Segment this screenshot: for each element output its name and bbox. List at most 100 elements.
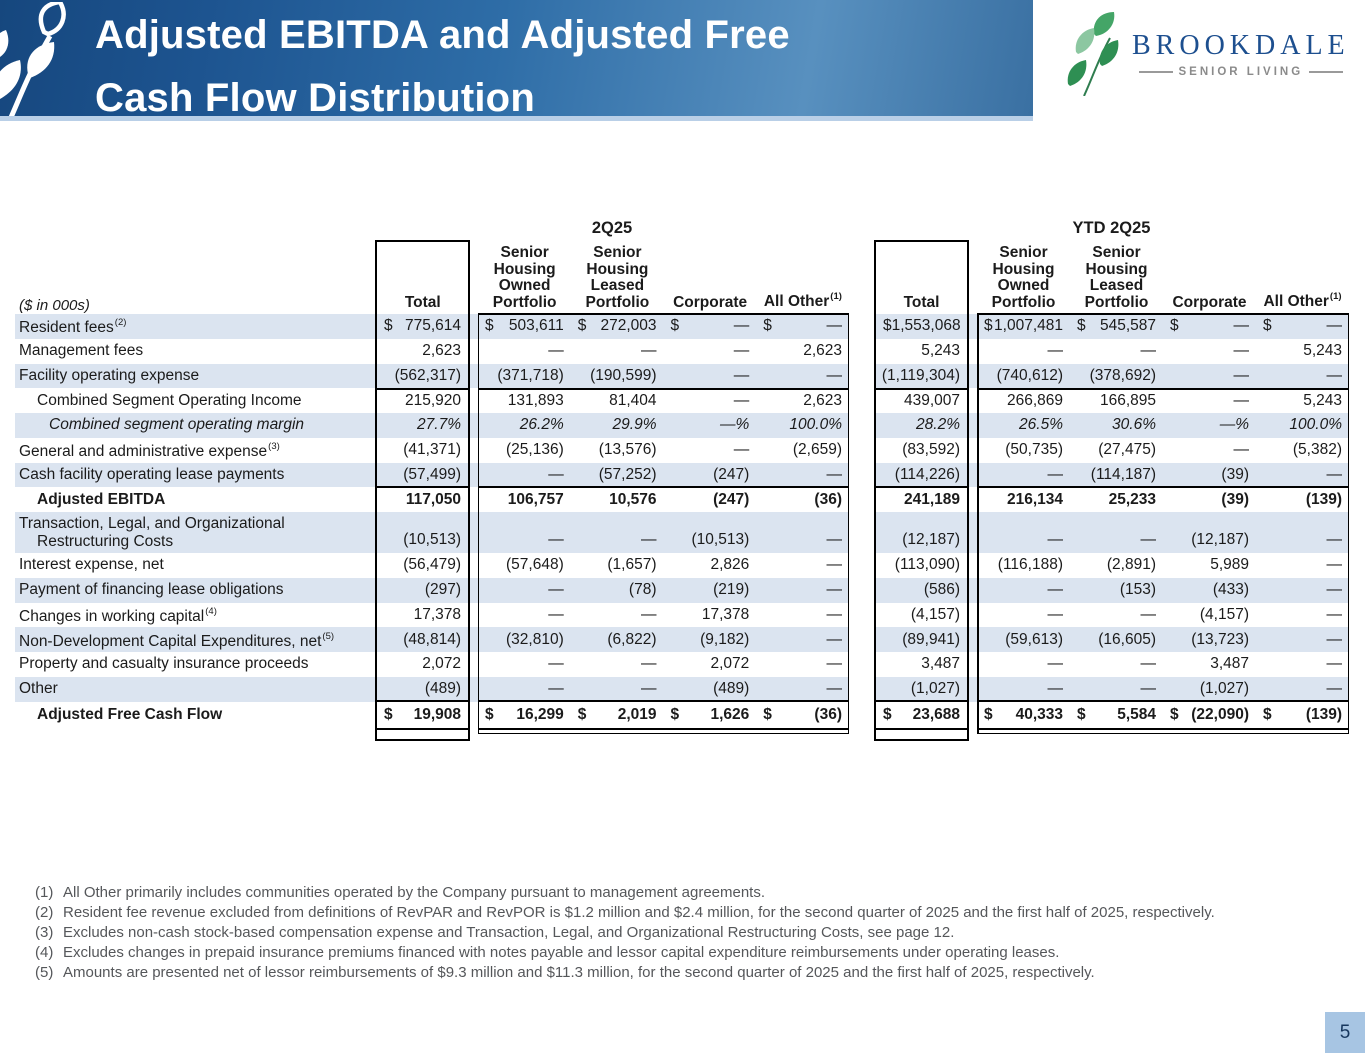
table-cell: 2,072 — [422, 655, 461, 673]
row-segment-ytd: $1,553,068 $1,007,481 $545,587 $ — $ — — [874, 314, 1349, 339]
spacer — [849, 578, 874, 603]
brookdale-logo: BROOKDALE SENIOR LIVING — [1066, 12, 1350, 96]
table-cell: (489) — [424, 680, 461, 698]
table-cell: 28.2% — [916, 416, 960, 434]
table-cell: 3,487 — [1210, 655, 1249, 673]
table-cell: 439,007 — [903, 391, 960, 409]
spacer — [849, 438, 874, 463]
row-segment-2q25: Changes in working capital(4) 17,378 — — 17,… — [15, 603, 849, 628]
footnotes: (1) All Other primarily includes communit… — [35, 883, 1345, 983]
table-cell: (83,592) — [902, 441, 960, 459]
table-cell: — — [1140, 680, 1157, 698]
table-cell: (2,659) — [792, 441, 842, 459]
table-rule — [377, 699, 468, 702]
table-cell: — — [826, 556, 843, 574]
footnote-number: (3) — [35, 924, 54, 941]
spacer — [969, 413, 977, 438]
table-cell: (10,513) — [403, 531, 461, 548]
page-title-line2: Cash Flow Distribution — [95, 76, 535, 120]
row-segment-2q25: Transaction, Legal, and Organizational Re… — [15, 512, 849, 553]
table-row: Cash facility operating lease payments (5… — [15, 462, 1349, 488]
table-rule — [876, 388, 967, 390]
table-cell: $2,019 — [577, 705, 657, 723]
table-cell: 30.6% — [1112, 416, 1156, 434]
table-cell: (39) — [1221, 465, 1249, 483]
financial-table: 2Q25 YTD 2Q25 ($ in 000s) Total Senior Hous… — [15, 219, 1349, 751]
table-cell: (57,499) — [403, 465, 461, 483]
table-cell: — — [548, 531, 564, 548]
table-cell: — — [1140, 605, 1157, 623]
footnote: (5) Amounts are presented net of lessor r… — [35, 963, 1345, 983]
table-cell: 106,757 — [507, 490, 564, 508]
table-cell: —% — [1219, 416, 1249, 434]
spacer — [849, 364, 874, 389]
footnote: (2) Resident fee revenue excluded from de… — [35, 903, 1345, 923]
row-segment-2q25: Non-Development Capital Expenditures, ne… — [15, 627, 849, 652]
row-label: Other — [19, 680, 58, 698]
table-cell: — — [826, 531, 843, 548]
table-cell: $ (22,090) — [1170, 705, 1249, 723]
table-cell: (12,187) — [902, 531, 960, 548]
table-cell: — — [826, 465, 843, 483]
table-rule — [876, 728, 967, 730]
table-cell: (114,187) — [1090, 465, 1156, 483]
table-cell: — — [1326, 630, 1343, 648]
table-cell: (5,382) — [1292, 441, 1342, 459]
table-cell: (89,941) — [902, 630, 960, 648]
spacer — [969, 578, 977, 603]
table-cell: 2,623 — [803, 342, 842, 360]
table-cell: (41,371) — [403, 441, 461, 459]
footnote-number: (1) — [35, 884, 54, 901]
table-cell: 5,243 — [1303, 342, 1342, 360]
table-cell: — — [1233, 342, 1250, 360]
row-label: Transaction, Legal, and Organizational Re… — [19, 515, 285, 550]
table-cell: — — [733, 391, 750, 409]
table-cell: — — [548, 581, 564, 599]
table-rule — [977, 699, 1349, 702]
table-cell: (12,187) — [1191, 531, 1249, 548]
row-segment-ytd: (1,119,304) (740,612) (378,692) — — — [874, 363, 1349, 389]
table-cell: —% — [719, 416, 750, 434]
table-row: Property and casualty insurance proceeds… — [15, 652, 1349, 677]
table-cell: — — [548, 655, 564, 673]
table-cell: (113,090) — [894, 556, 960, 574]
spacer — [969, 603, 977, 628]
table-cell: 2,072 — [710, 655, 750, 673]
table-cell: 81,404 — [609, 391, 657, 409]
row-segment-ytd: 439,007 266,869 166,895 — 5,243 — [874, 388, 1349, 413]
table-cell: — — [641, 605, 657, 623]
row-segment-2q25: Resident fees(2) $775,614 $503,611 $272,003… — [15, 314, 849, 339]
table-rule — [377, 388, 468, 390]
col-header-4: All Other(1) — [763, 291, 842, 311]
spacer — [969, 364, 977, 389]
row-segment-ytd: (12,187) — — (12,187) — — [874, 512, 1349, 553]
row-label: Non-Development Capital Expenditures, ne… — [19, 630, 335, 650]
table-cell: $503,611 — [485, 317, 564, 335]
table-cell: (56,479) — [403, 556, 461, 574]
table-cell: 241,189 — [903, 490, 960, 508]
row-label: Interest expense, net — [19, 556, 164, 574]
table-rule — [977, 313, 979, 734]
spacer — [969, 677, 977, 702]
spacer — [849, 413, 874, 438]
group-header-2q25: 2Q25 — [591, 219, 633, 237]
table-row: Transaction, Legal, and Organizational Re… — [15, 512, 1349, 553]
table-rule — [977, 732, 1349, 734]
footnote: (4) Excludes changes in prepaid insurance… — [35, 943, 1345, 963]
table-cell: (59,613) — [1005, 630, 1063, 648]
spacer — [849, 339, 874, 364]
table-cell: (371,718) — [497, 366, 564, 384]
footnote-text: All Other primarily includes communities… — [63, 884, 766, 901]
table-row: Non-Development Capital Expenditures, ne… — [15, 627, 1349, 652]
table-row: Resident fees(2) $775,614 $503,611 $272,003… — [15, 314, 1349, 339]
row-segment-2q25: Facility operating expense (562,317) (371,… — [15, 363, 849, 389]
table-cell: — — [641, 342, 657, 360]
table-cell: — — [1233, 391, 1250, 409]
row-label: Payment of financing lease obligations — [19, 581, 284, 599]
table-cell: (13,723) — [1191, 630, 1249, 648]
spacer — [969, 314, 977, 339]
table-cell: — — [1326, 605, 1343, 623]
page-title-line1: Adjusted EBITDA and Adjusted Free — [95, 13, 790, 57]
row-segment-ytd: (89,941) (59,613) (16,605) (13,723) — — [874, 627, 1349, 652]
spacer — [849, 388, 874, 413]
